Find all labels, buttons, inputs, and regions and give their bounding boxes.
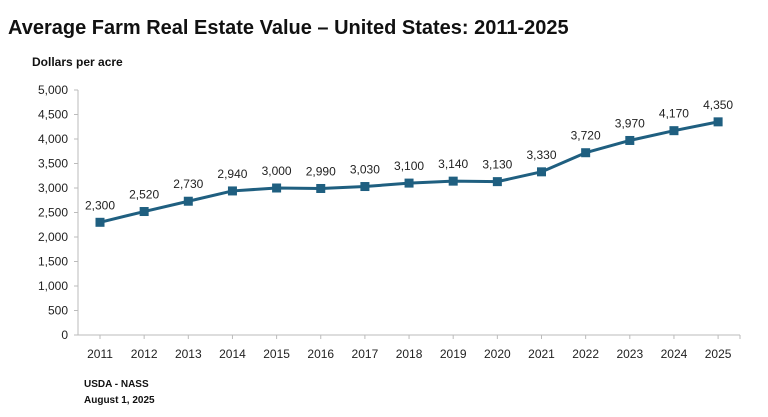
data-label: 3,130 — [482, 158, 512, 172]
y-tick-label: 3,000 — [38, 181, 68, 195]
data-label: 3,970 — [615, 116, 645, 130]
x-tick-label: 2025 — [705, 347, 732, 361]
x-tick-label: 2014 — [219, 347, 246, 361]
source-note: USDA - NASS — [84, 379, 149, 390]
data-label: 4,350 — [703, 98, 733, 112]
data-point-marker — [625, 135, 635, 145]
x-tick-label: 2017 — [352, 347, 379, 361]
x-tick-label: 2015 — [263, 347, 290, 361]
y-tick-label: 2,000 — [38, 230, 68, 244]
x-tick-label: 2021 — [528, 347, 555, 361]
data-label: 3,720 — [571, 129, 601, 143]
y-tick-label: 500 — [48, 304, 68, 318]
data-point-marker — [448, 176, 458, 186]
data-point-marker — [95, 217, 105, 227]
y-tick-label: 2,500 — [38, 206, 68, 220]
data-label: 2,940 — [217, 167, 247, 181]
data-point-marker — [272, 183, 282, 193]
y-axis-label: Dollars per acre — [32, 55, 123, 69]
data-point-marker — [316, 183, 326, 193]
x-tick-label: 2023 — [616, 347, 643, 361]
data-point-marker — [492, 177, 502, 187]
x-tick-label: 2022 — [572, 347, 599, 361]
y-tick-label: 4,000 — [38, 132, 68, 146]
y-tick-label: 0 — [61, 328, 68, 342]
data-point-marker — [360, 182, 370, 192]
data-point-marker — [404, 178, 414, 188]
date-note: August 1, 2025 — [84, 395, 155, 406]
data-point-marker — [227, 186, 237, 196]
x-tick-label: 2016 — [307, 347, 334, 361]
data-label: 2,520 — [129, 188, 159, 202]
x-tick-label: 2013 — [175, 347, 202, 361]
data-label: 2,730 — [173, 177, 203, 191]
data-label: 4,170 — [659, 107, 689, 121]
data-point-marker — [669, 126, 679, 136]
data-label: 2,990 — [306, 164, 336, 178]
data-label: 3,100 — [394, 159, 424, 173]
data-point-marker — [713, 117, 723, 127]
data-label: 3,330 — [526, 148, 556, 162]
data-point-marker — [139, 207, 149, 217]
x-tick-label: 2011 — [87, 347, 113, 361]
data-label: 3,030 — [350, 163, 380, 177]
x-tick-label: 2019 — [440, 347, 467, 361]
data-point-marker — [581, 148, 591, 158]
chart-title: Average Farm Real Estate Value – United … — [8, 17, 569, 39]
data-label: 3,140 — [438, 157, 468, 171]
y-tick-label: 4,500 — [38, 108, 68, 122]
y-tick-label: 1,500 — [38, 255, 68, 269]
y-tick-label: 3,500 — [38, 157, 68, 171]
data-label: 2,300 — [85, 198, 115, 212]
x-tick-label: 2020 — [484, 347, 511, 361]
data-point-marker — [537, 167, 546, 177]
x-tick-label: 2018 — [396, 347, 423, 361]
y-tick-label: 5,000 — [38, 83, 68, 97]
data-point-marker — [183, 196, 193, 206]
x-tick-label: 2024 — [661, 347, 688, 361]
x-tick-label: 2012 — [131, 347, 158, 361]
data-label: 3,000 — [262, 164, 292, 178]
y-tick-label: 1,000 — [38, 279, 68, 293]
